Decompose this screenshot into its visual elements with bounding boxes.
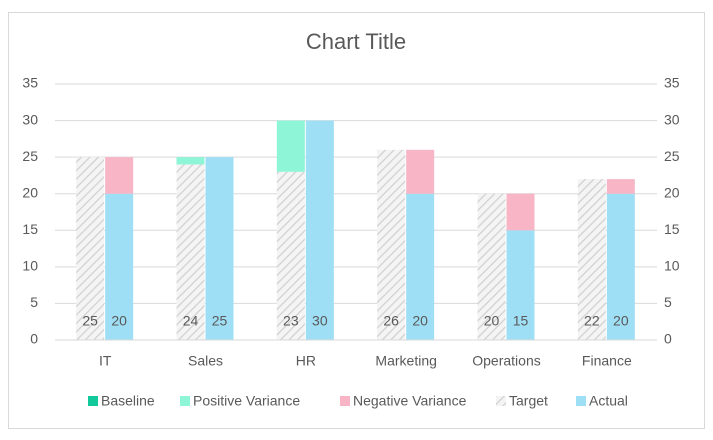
bar-segment (377, 149, 406, 340)
y-tick-label: 10 (22, 258, 38, 274)
bar-segment (176, 164, 205, 340)
bar-segment (406, 193, 435, 340)
bar-segment (105, 193, 134, 340)
bar-segment (606, 179, 635, 194)
data-label: 20 (484, 313, 500, 329)
data-label: 20 (613, 313, 629, 329)
y2-tick-label: 5 (664, 294, 672, 310)
data-label: 20 (111, 313, 127, 329)
legend-label: Positive Variance (193, 393, 300, 409)
data-label: 20 (412, 313, 428, 329)
y2-tick-label: 15 (664, 221, 680, 237)
y-tick-label: 25 (22, 148, 38, 164)
data-label: 25 (82, 313, 98, 329)
y2-tick-label: 30 (664, 111, 680, 127)
y2-tick-label: 35 (664, 75, 680, 91)
y-tick-label: 5 (30, 294, 38, 310)
bar-segment (76, 157, 105, 340)
bar-segment (176, 157, 205, 165)
legend-label: Target (509, 393, 548, 409)
bar-segment (606, 193, 635, 340)
x-tick-label: IT (99, 353, 112, 369)
bar-segment (276, 120, 305, 172)
data-label: 25 (212, 313, 228, 329)
x-tick-label: HR (296, 353, 316, 369)
bar-segment (506, 193, 535, 231)
chart-title: Chart Title (306, 29, 406, 54)
data-label: 30 (312, 313, 328, 329)
bar-segment (205, 157, 234, 340)
bar-segment (506, 230, 535, 340)
bar-segment (276, 171, 305, 340)
x-tick-label: Sales (188, 353, 223, 369)
x-tick-label: Finance (582, 353, 632, 369)
bar-segment (105, 157, 134, 194)
legend-swatch (180, 396, 190, 406)
data-label: 22 (584, 313, 600, 329)
bar-segment (406, 149, 435, 194)
x-tick-label: Operations (472, 353, 540, 369)
y-tick-label: 20 (22, 184, 38, 200)
legend-swatch (340, 396, 350, 406)
legend-swatch (576, 396, 586, 406)
data-label: 26 (383, 313, 399, 329)
y2-tick-label: 25 (664, 148, 680, 164)
legend-swatch (496, 396, 506, 406)
legend-label: Actual (589, 393, 628, 409)
x-tick-label: Marketing (375, 353, 436, 369)
y-tick-label: 30 (22, 111, 38, 127)
y2-tick-label: 10 (664, 258, 680, 274)
legend-label: Negative Variance (353, 393, 467, 409)
data-label: 23 (283, 313, 299, 329)
bar-segment (477, 193, 506, 340)
legend-label: Baseline (101, 393, 155, 409)
y-tick-label: 0 (30, 331, 38, 347)
data-label: 24 (183, 313, 199, 329)
y-tick-label: 15 (22, 221, 38, 237)
y-tick-label: 35 (22, 75, 38, 91)
data-label: 15 (513, 313, 529, 329)
bar-segment (577, 179, 606, 340)
bar-segment (305, 120, 334, 340)
legend-swatch (88, 396, 98, 406)
y2-tick-label: 20 (664, 184, 680, 200)
y2-tick-label: 0 (664, 331, 672, 347)
